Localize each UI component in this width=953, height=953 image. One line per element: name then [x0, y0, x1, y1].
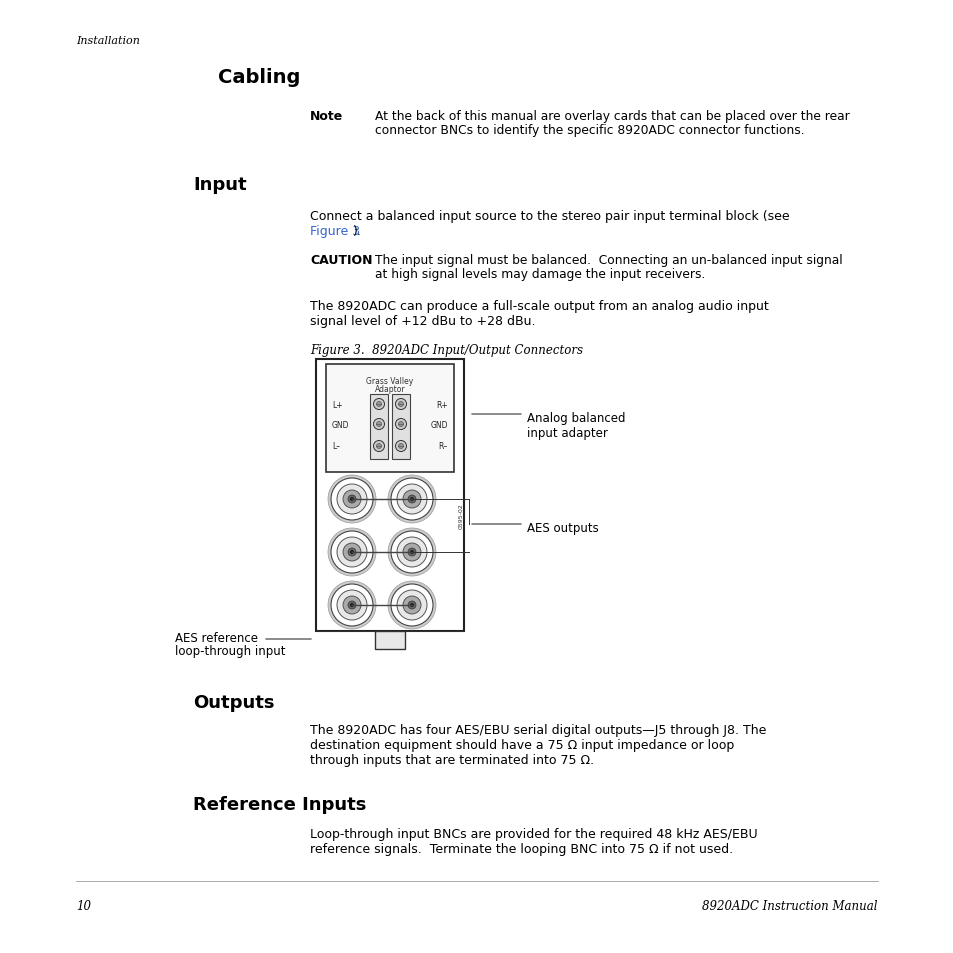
Text: through inputs that are terminated into 75 Ω.: through inputs that are terminated into …: [310, 753, 594, 766]
Circle shape: [328, 476, 375, 523]
Text: The input signal must be balanced.  Connecting an un-balanced input signal: The input signal must be balanced. Conne…: [375, 253, 841, 267]
Bar: [375, 631, 405, 649]
Text: GND: GND: [332, 420, 349, 429]
Circle shape: [388, 529, 436, 577]
Text: 0595-02: 0595-02: [458, 502, 463, 528]
Text: AES outputs: AES outputs: [526, 521, 598, 535]
Text: Figure 3: Figure 3: [310, 225, 359, 237]
Bar: [370, 395, 388, 459]
Text: input adapter: input adapter: [526, 427, 607, 439]
Circle shape: [336, 537, 367, 567]
Circle shape: [350, 603, 354, 607]
Text: Cabling: Cabling: [218, 68, 300, 87]
Circle shape: [391, 584, 433, 626]
Text: The 8920ADC can produce a full-scale output from an analog audio input: The 8920ADC can produce a full-scale out…: [310, 299, 768, 313]
Circle shape: [348, 548, 355, 557]
Circle shape: [331, 584, 373, 626]
Circle shape: [336, 484, 367, 515]
Circle shape: [348, 496, 355, 503]
Text: Grass Valley: Grass Valley: [366, 376, 414, 386]
Circle shape: [331, 532, 373, 574]
Text: L+: L+: [332, 400, 342, 409]
Text: reference signals.  Terminate the looping BNC into 75 Ω if not used.: reference signals. Terminate the looping…: [310, 842, 732, 855]
Text: Figure 3.  8920ADC Input/Output Connectors: Figure 3. 8920ADC Input/Output Connector…: [310, 344, 582, 356]
Circle shape: [388, 476, 436, 523]
Text: Adaptor: Adaptor: [375, 385, 405, 394]
Circle shape: [410, 603, 414, 607]
Text: destination equipment should have a 75 Ω input impedance or loop: destination equipment should have a 75 Ω…: [310, 739, 734, 751]
Text: L–: L–: [332, 442, 340, 451]
Text: at high signal levels may damage the input receivers.: at high signal levels may damage the inp…: [375, 268, 704, 281]
Circle shape: [374, 399, 384, 410]
Text: The 8920ADC has four AES/EBU serial digital outputs—J5 through J8. The: The 8920ADC has four AES/EBU serial digi…: [310, 723, 765, 737]
Text: 10: 10: [76, 899, 91, 912]
Circle shape: [410, 497, 414, 501]
Text: Connect a balanced input source to the stereo pair input terminal block (see: Connect a balanced input source to the s…: [310, 210, 789, 223]
Circle shape: [410, 551, 414, 555]
Text: CAUTION: CAUTION: [310, 253, 372, 267]
Circle shape: [376, 444, 381, 449]
Circle shape: [348, 601, 355, 609]
Bar: [315, 359, 463, 631]
Circle shape: [402, 543, 420, 561]
Circle shape: [388, 581, 436, 629]
Circle shape: [396, 590, 427, 620]
Text: Note: Note: [310, 110, 343, 123]
Text: R–: R–: [438, 442, 448, 451]
Circle shape: [374, 441, 384, 452]
Text: Reference Inputs: Reference Inputs: [193, 795, 366, 813]
Circle shape: [391, 532, 433, 574]
Circle shape: [331, 478, 373, 520]
Text: Installation: Installation: [76, 36, 140, 46]
Circle shape: [376, 402, 381, 407]
Circle shape: [328, 529, 375, 577]
Circle shape: [402, 597, 420, 615]
Text: ).: ).: [353, 225, 361, 237]
Circle shape: [328, 581, 375, 629]
Circle shape: [343, 597, 360, 615]
Circle shape: [350, 551, 354, 555]
Circle shape: [396, 537, 427, 567]
Circle shape: [343, 543, 360, 561]
Circle shape: [336, 590, 367, 620]
Text: Input: Input: [193, 175, 247, 193]
Circle shape: [398, 402, 403, 407]
Bar: [326, 365, 454, 473]
Text: loop-through input: loop-through input: [174, 644, 285, 658]
Circle shape: [408, 601, 416, 609]
Circle shape: [398, 422, 403, 427]
Circle shape: [395, 441, 406, 452]
Text: Outputs: Outputs: [193, 693, 274, 711]
Circle shape: [408, 548, 416, 557]
Bar: [392, 395, 410, 459]
Text: AES reference: AES reference: [174, 631, 257, 644]
Circle shape: [376, 422, 381, 427]
Circle shape: [350, 497, 354, 501]
Circle shape: [408, 496, 416, 503]
Text: Analog balanced: Analog balanced: [526, 412, 625, 424]
Text: GND: GND: [430, 420, 448, 429]
Text: At the back of this manual are overlay cards that can be placed over the rear: At the back of this manual are overlay c…: [375, 110, 849, 123]
Text: connector BNCs to identify the specific 8920ADC connector functions.: connector BNCs to identify the specific …: [375, 124, 803, 137]
Text: 8920ADC Instruction Manual: 8920ADC Instruction Manual: [701, 899, 877, 912]
Text: Loop-through input BNCs are provided for the required 48 kHz AES/EBU: Loop-through input BNCs are provided for…: [310, 827, 757, 841]
Circle shape: [395, 419, 406, 430]
Circle shape: [374, 419, 384, 430]
Circle shape: [343, 491, 360, 509]
Text: R+: R+: [436, 400, 448, 409]
Circle shape: [391, 478, 433, 520]
Text: signal level of +12 dBu to +28 dBu.: signal level of +12 dBu to +28 dBu.: [310, 314, 535, 328]
Circle shape: [395, 399, 406, 410]
Circle shape: [398, 444, 403, 449]
Circle shape: [396, 484, 427, 515]
Circle shape: [402, 491, 420, 509]
